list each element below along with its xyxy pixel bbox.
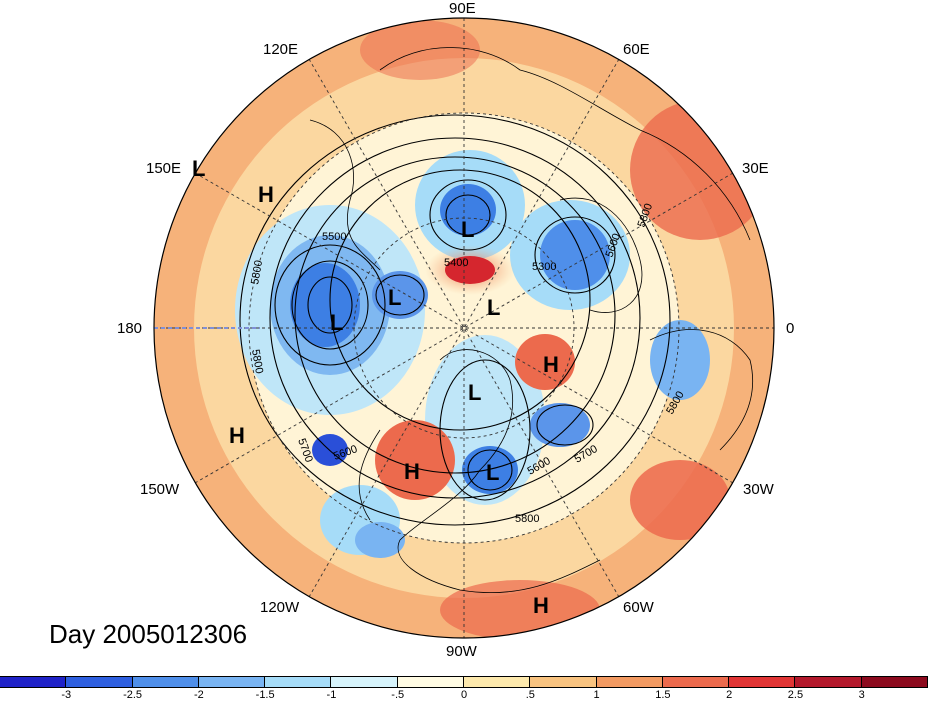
map-border [153, 17, 775, 639]
pressure-center-label: L [330, 310, 343, 335]
pressure-center-label: H [258, 182, 274, 207]
colorbar-tick-label: 1.5 [655, 689, 671, 701]
colorbar-segment [463, 677, 531, 687]
contour-value-label: 5300 [532, 261, 556, 273]
contour-value-label: 5800 [249, 259, 265, 285]
colorbar-segment [397, 677, 464, 687]
pressure-centers: L H L L L L H L H H L H [192, 156, 559, 618]
pressure-center-label: H [533, 593, 549, 618]
colorbar-segment [66, 677, 133, 687]
pressure-center-label: L [468, 380, 481, 405]
colorbar-tick-label: .5 [525, 689, 535, 701]
map-title: Day 2005012306 [49, 619, 248, 649]
contour-value-label: 5800 [515, 513, 539, 525]
lon-label-120w: 120W [260, 599, 300, 616]
lon-label-150e: 150E [146, 160, 182, 177]
pressure-center-label: H [404, 459, 420, 484]
lon-label-60e: 60E [623, 41, 650, 58]
colorbar [0, 676, 928, 688]
lon-label-90w: 90W [446, 643, 477, 660]
pressure-center-label: H [543, 352, 559, 377]
lon-label-90e: 90E [449, 0, 476, 17]
colorbar-tick-label: 1 [593, 689, 600, 701]
coastlines [309, 47, 754, 593]
contour-value-label: 5800 [249, 348, 265, 374]
colorbar-tick-label: 3 [858, 689, 865, 701]
lon-label-120e: 120E [263, 41, 299, 58]
colorbar-tick-label: 0 [460, 689, 468, 701]
colorbar-segment [596, 677, 663, 687]
contour-value-label: 5500 [322, 231, 346, 243]
colorbar-tick-label: -2.5 [123, 689, 143, 701]
colorbar-segment [861, 677, 928, 687]
pressure-center-label: L [461, 217, 474, 242]
pressure-center-label: L [192, 156, 205, 181]
colorbar-segment [198, 677, 266, 687]
contour-value-label: 5400 [444, 257, 468, 269]
lon-label-30e: 30E [742, 160, 769, 177]
lon-label-30w: 30W [743, 481, 774, 498]
lon-label-180: 180 [117, 320, 143, 337]
colorbar-tick-label: -2 [193, 689, 204, 701]
colorbar-segment [265, 677, 332, 687]
colorbar-segment [331, 677, 398, 687]
pressure-center-label: L [486, 460, 499, 485]
lon-label-150w: 150W [140, 481, 180, 498]
colorbar-segment [662, 677, 730, 687]
colorbar-tick-labels: -3 -2.5 -2 -1.5 -1 -.5 0 .5 1 1.5 2 2.5 3 [0, 689, 928, 702]
colorbar-segment [729, 677, 796, 687]
colorbar-segment [795, 677, 862, 687]
colorbar-tick-label: -.5 [391, 689, 405, 701]
lon-label-0: 0 [786, 320, 795, 337]
lon-label-60w: 60W [623, 599, 654, 616]
colorbar-tick-label: -1.5 [255, 689, 275, 701]
colorbar-segment [0, 677, 67, 687]
colorbar-tick-label: -3 [61, 689, 72, 701]
colorbar-tick-label: 2.5 [787, 689, 804, 701]
pressure-center-label: L [388, 285, 401, 310]
colorbar-segment [530, 677, 597, 687]
pressure-center-label: H [229, 423, 245, 448]
colorbar-tick-label: 2 [726, 689, 733, 701]
colorbar-tick-label: -1 [326, 689, 337, 701]
pressure-center-label: L [487, 295, 500, 320]
graticule [154, 18, 774, 638]
colorbar-segment [132, 677, 199, 687]
geopotential-contours [239, 114, 671, 526]
